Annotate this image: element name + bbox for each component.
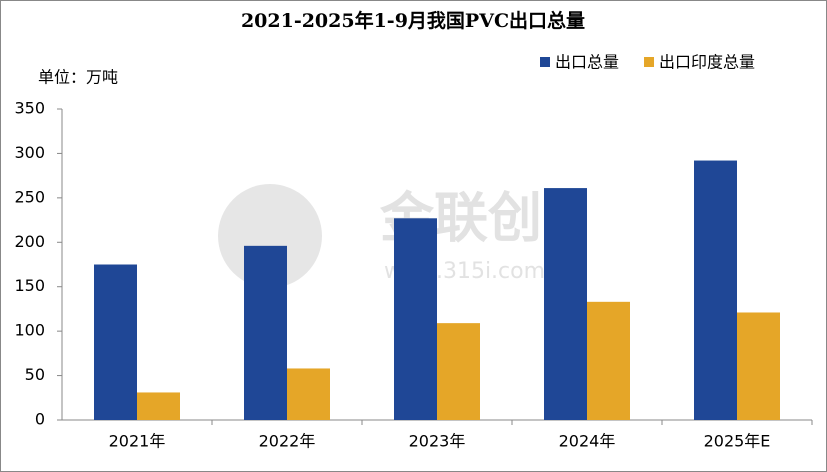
chart-title: 2021-2025年1-9月我国PVC出口总量 bbox=[241, 9, 585, 32]
y-tick-label: 50 bbox=[25, 365, 45, 384]
y-tick-label: 300 bbox=[14, 143, 45, 162]
y-tick-label: 200 bbox=[14, 232, 45, 251]
x-tick-label: 2023年 bbox=[409, 432, 466, 451]
legend-swatch bbox=[540, 57, 550, 67]
bar bbox=[94, 264, 137, 420]
legend-label: 出口印度总量 bbox=[659, 53, 755, 72]
y-tick-label: 350 bbox=[14, 99, 45, 118]
bar bbox=[544, 188, 587, 420]
bar bbox=[244, 245, 287, 420]
y-tick-label: 250 bbox=[14, 187, 45, 206]
y-unit: 单位：万吨 bbox=[38, 68, 118, 87]
x-tick-label: 2022年 bbox=[259, 432, 316, 451]
bar bbox=[287, 368, 330, 420]
bar bbox=[437, 323, 480, 420]
y-tick-label: 0 bbox=[35, 410, 45, 429]
legend-swatch bbox=[644, 57, 655, 67]
y-tick-label: 150 bbox=[14, 276, 45, 295]
x-tick-label: 2021年 bbox=[109, 432, 166, 451]
x-tick-label: 2025年E bbox=[704, 432, 771, 451]
bar bbox=[137, 392, 180, 420]
y-tick-label: 100 bbox=[14, 321, 45, 340]
bar bbox=[694, 160, 737, 420]
x-tick-label: 2024年 bbox=[559, 432, 616, 451]
bar bbox=[737, 312, 780, 420]
bar bbox=[587, 301, 630, 420]
bar bbox=[394, 218, 437, 420]
legend-label: 出口总量 bbox=[555, 53, 619, 72]
